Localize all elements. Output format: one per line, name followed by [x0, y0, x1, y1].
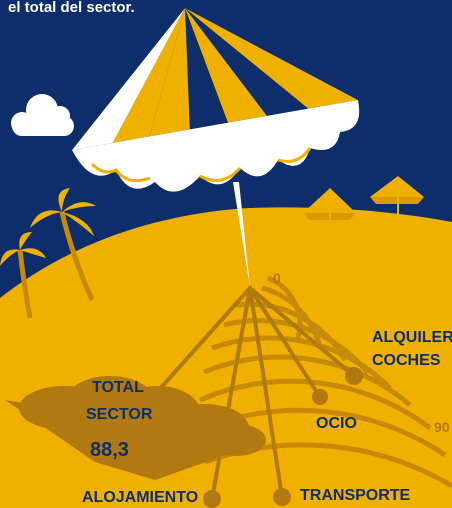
axis-tick-0: 0: [273, 270, 281, 286]
umbrella-icon: [72, 8, 360, 287]
cloud-icon: [11, 94, 74, 136]
series-dot-alojamiento: [203, 490, 221, 508]
total-value: 88,3: [90, 439, 129, 461]
parasol-icon: [370, 176, 424, 225]
total-label-line2: SECTOR: [86, 406, 153, 423]
total-sector-cloud: [5, 376, 266, 480]
series-label-alojamiento: ALOJAMIENTO: [82, 489, 198, 506]
series-dot-ocio: [312, 389, 328, 405]
radial-lines: [148, 286, 356, 501]
total-label-line1: TOTAL: [92, 379, 144, 396]
series-dot-transporte: [273, 488, 291, 506]
series-line-ocio: [248, 286, 322, 399]
palm-tree-icon: [30, 188, 96, 302]
series-line-alquiler-coches: [248, 286, 356, 378]
intro-text: el total del sector.: [8, 0, 135, 16]
palm-tree-icon: [0, 232, 46, 319]
series-label-transporte: TRANSPORTE: [300, 487, 411, 504]
series-line-transporte: [248, 286, 284, 499]
axis-tick-90: 90: [434, 419, 450, 435]
series-label-coches: COCHES: [372, 352, 441, 369]
series-label-ocio: OCIO: [316, 415, 357, 432]
series-line-total-sector: [148, 286, 252, 402]
series-dot-alquiler-coches: [345, 367, 363, 385]
series-label-alquiler: ALQUILER: [372, 329, 452, 346]
series-line-alojamiento: [210, 286, 252, 501]
parasol-icon: [303, 188, 356, 235]
